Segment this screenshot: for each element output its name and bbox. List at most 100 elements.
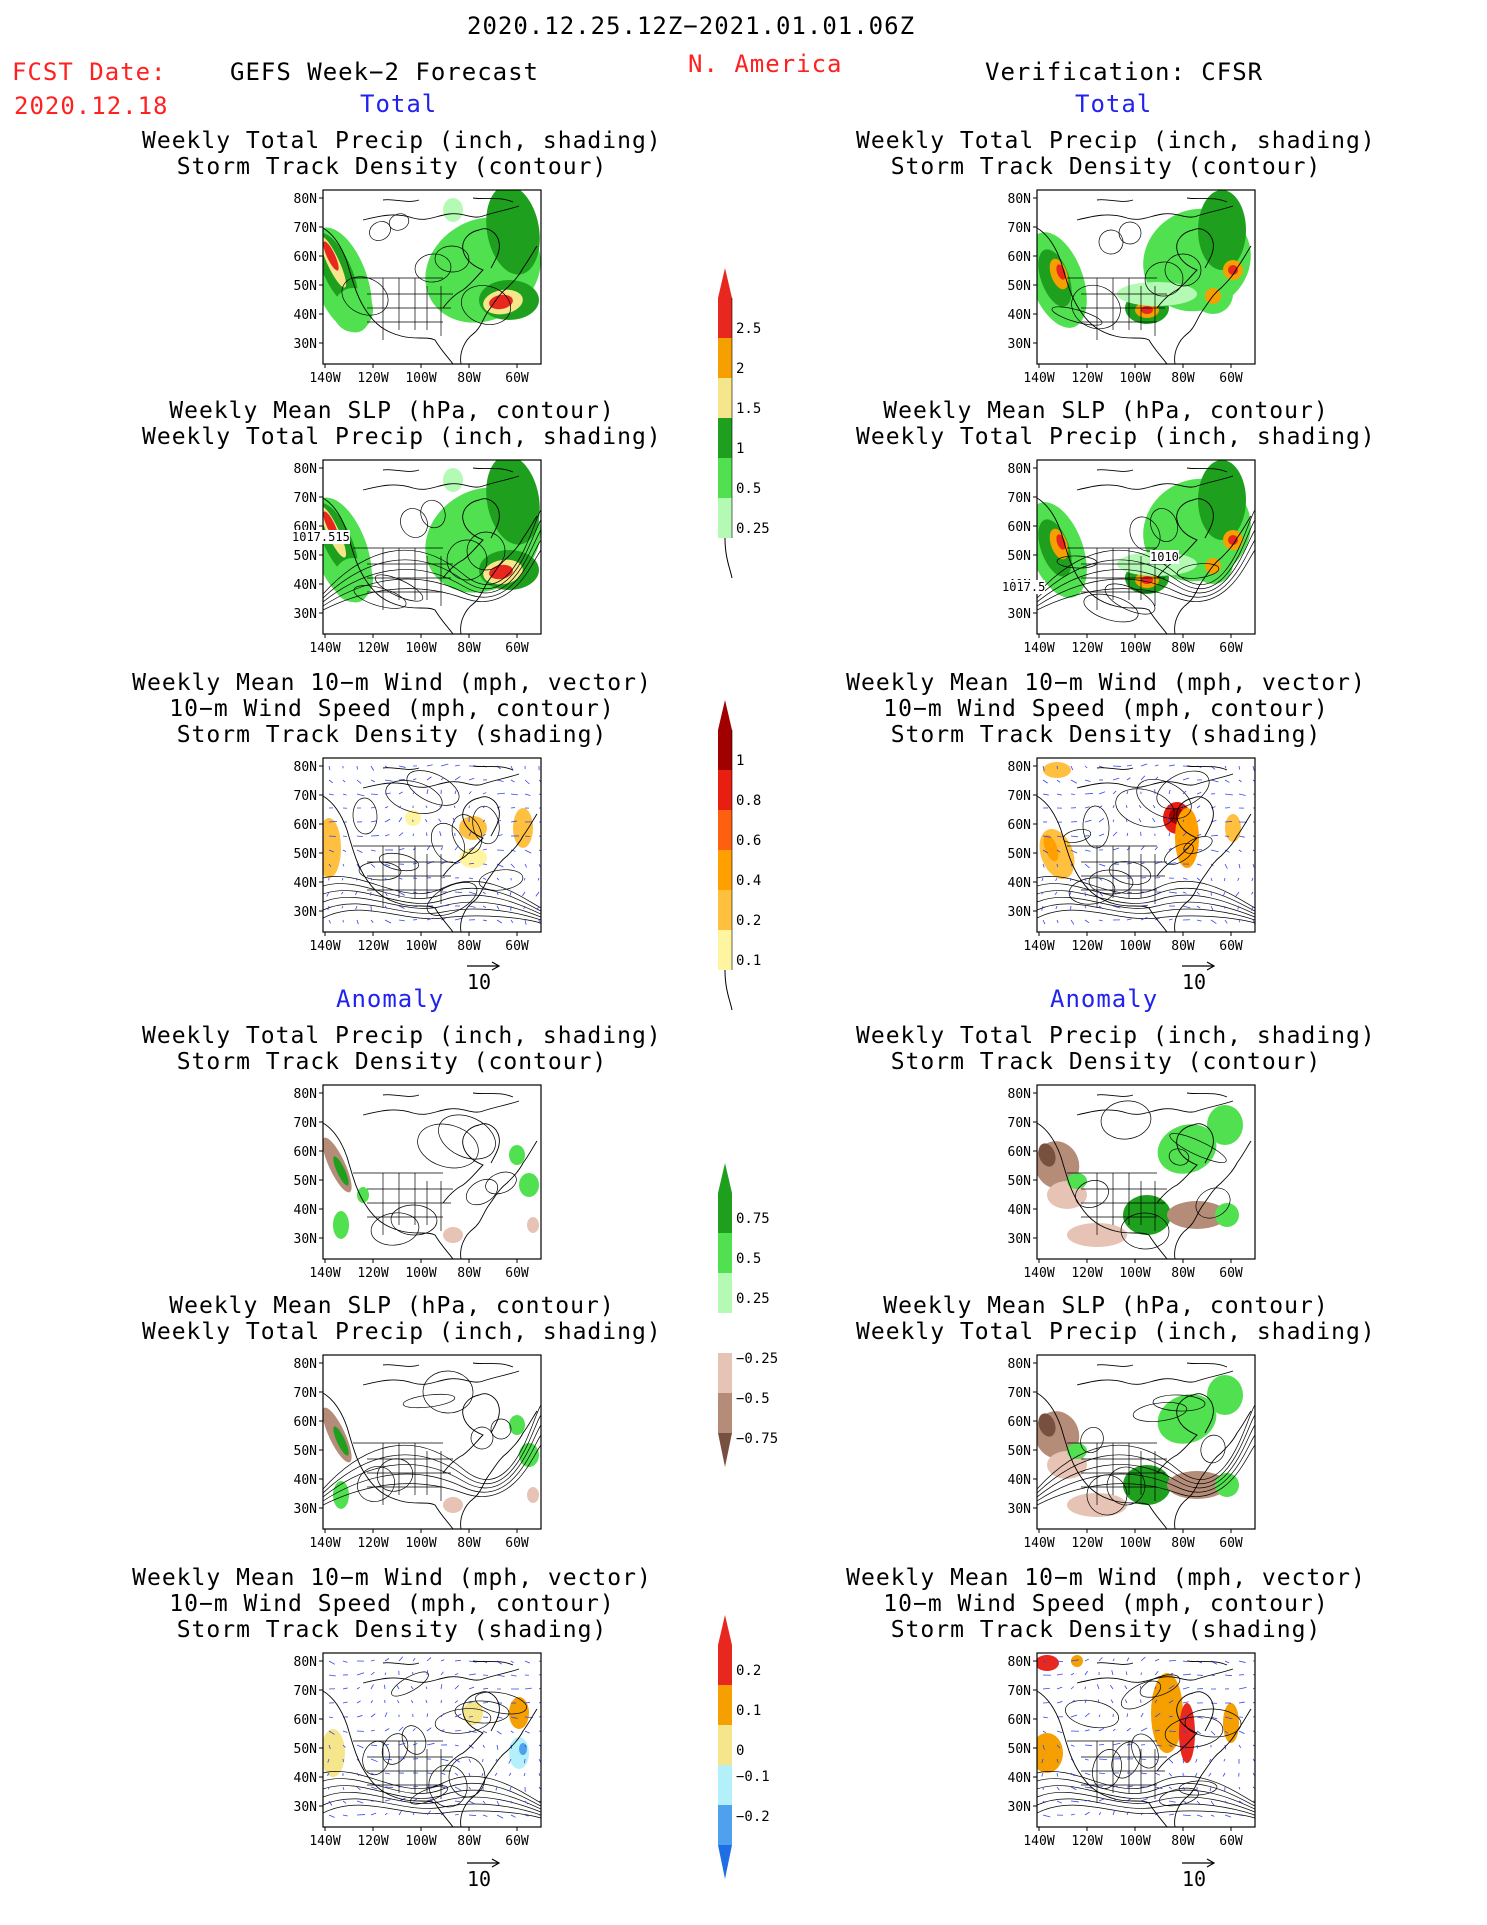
lat-tick-label: 70N [294,789,317,804]
slp-label-cfsr-1: 1010 [1150,550,1179,564]
lon-tick-label: 80W [1171,939,1195,954]
colorbar-label: −0.5 [736,1391,770,1407]
lat-tick-label: 50N [294,1742,317,1757]
date-range-title: 2020.12.25.12Z−2021.01.01.06Z [467,12,916,40]
lat-tick-label: 80N [294,1357,317,1372]
colorbar-segment [718,890,732,930]
colorbar-label: 1 [736,753,744,769]
lon-tick-label: 140W [1023,371,1054,386]
lat-tick-label: 80N [294,192,317,207]
colorbar-segment [718,458,732,498]
lat-tick-label: 50N [1008,1742,1031,1757]
lon-tick-label: 120W [1071,1834,1102,1849]
section-total-left: Total [360,90,438,118]
lon-tick-label: 60W [505,1536,529,1551]
lon-tick-label: 100W [1119,939,1150,954]
lat-tick-label: 60N [1008,520,1031,535]
lat-tick-label: 30N [294,607,317,622]
colorbar-segment [718,1805,732,1845]
map-gefs-anom-wind-track: 80N 70N 60N 50N 40N 30N 140W 120W 100W 80W 60W [283,1652,571,1861]
lon-tick-label: 80W [1171,641,1195,656]
panel-title-cfsr-total-precip: Weekly Total Precip (inch, shading) Stor… [856,128,1376,180]
gefs-title: GEFS Week−2 Forecast [230,58,539,86]
colorbar-segment [718,378,732,418]
colorbar-segment [718,850,732,890]
colorbar-label: −0.2 [736,1809,770,1825]
map-cfsr-anom-wind-track: 80N 70N 60N 50N 40N 30N 140W 120W 100W 80W 60W [997,1652,1285,1861]
colorbar-label: −0.25 [736,1351,778,1367]
lon-tick-label: 80W [457,1536,481,1551]
lat-tick-label: 40N [1008,876,1031,891]
vector-scale-gefs-total [465,958,505,977]
colorbar-cap [718,268,732,298]
colorbar-segment [718,338,732,378]
colorbar-segment [718,770,732,810]
colorbar-label: 0.2 [736,913,761,929]
panel-title-gefs-total-slp: Weekly Mean SLP (hPa, contour) Weekly To… [142,398,662,450]
lon-tick-label: 120W [1071,1536,1102,1551]
lat-tick-label: 30N [1008,905,1031,920]
lat-tick-label: 40N [294,876,317,891]
section-anomaly-left: Anomaly [336,985,445,1013]
lat-tick-label: 50N [294,1444,317,1459]
lat-tick-label: 30N [1008,1800,1031,1815]
lat-tick-label: 70N [1008,221,1031,236]
lon-tick-label: 60W [505,371,529,386]
colorbar-segment [718,498,732,538]
lat-tick-label: 70N [294,1684,317,1699]
vector-scale-cfsr-total-label: 10 [1182,970,1207,994]
lon-tick-label: 140W [309,641,340,656]
lon-tick-label: 100W [1119,1266,1150,1281]
lat-tick-label: 30N [1008,1232,1031,1247]
lon-tick-label: 120W [1071,371,1102,386]
colorbar-segment [718,1393,732,1433]
fcst-date-label: FCST Date: [12,58,167,86]
vector-scale-cfsr-anom-label: 10 [1182,1867,1207,1891]
lat-tick-label: 70N [1008,1684,1031,1699]
lon-tick-label: 100W [405,1536,436,1551]
lat-tick-label: 60N [1008,1713,1031,1728]
lat-tick-label: 40N [294,1203,317,1218]
lon-tick-label: 80W [457,1266,481,1281]
panel-title-cfsr-anom-slp: Weekly Mean SLP (hPa, contour) Weekly To… [856,1293,1376,1345]
lon-tick-label: 120W [357,1834,388,1849]
lon-tick-label: 100W [405,939,436,954]
lat-tick-label: 80N [294,1087,317,1102]
lon-tick-label: 140W [309,1834,340,1849]
colorbar-track-anom: 0.2 0.1 0 −0.1 −0.2 [718,1615,788,1915]
lon-tick-label: 60W [1219,371,1243,386]
lat-tick-label: 50N [1008,549,1031,564]
colorbar-segment [718,1193,732,1233]
lat-tick-label: 80N [1008,462,1031,477]
colorbar-segment [718,810,732,850]
lat-tick-label: 50N [1008,1174,1031,1189]
colorbar-label: 0.5 [736,1251,761,1267]
lat-tick-label: 50N [1008,847,1031,862]
map-cfsr-total-wind-track: 80N 70N 60N 50N 40N 30N 140W 120W 100W 80W 60W [997,757,1285,966]
lon-tick-label: 100W [405,371,436,386]
lon-tick-label: 120W [357,1266,388,1281]
lat-tick-label: 40N [294,308,317,323]
lon-tick-label: 100W [1119,1834,1150,1849]
lat-tick-label: 30N [1008,1502,1031,1517]
lon-tick-label: 80W [457,641,481,656]
vector-scale-gefs-anom [465,1855,505,1874]
map-gefs-anom-precip-track: 80N 70N 60N 50N 40N 30N 140W 120W 100W 80W 60W [283,1084,571,1293]
vector-scale-cfsr-anom [1180,1855,1220,1874]
lat-tick-label: 30N [294,1502,317,1517]
lon-tick-label: 60W [505,641,529,656]
colorbar-cap [718,1163,732,1193]
colorbar-segment [718,1765,732,1805]
lat-tick-label: 70N [294,491,317,506]
colorbar-label: 1.5 [736,401,761,417]
colorbar-segment [718,1725,732,1765]
vector-scale-cfsr-total [1180,958,1220,977]
lon-tick-label: 140W [309,371,340,386]
colorbar-label: 0.1 [736,1703,761,1719]
map-gefs-anom-slp-precip: 80N 70N 60N 50N 40N 30N 140W 120W 100W 80W 60W [283,1354,571,1563]
lat-tick-label: 40N [294,1771,317,1786]
lat-tick-label: 50N [294,549,317,564]
lon-tick-label: 120W [1071,641,1102,656]
colorbar-cap [718,1433,732,1467]
verification-title: Verification: CFSR [985,58,1264,86]
